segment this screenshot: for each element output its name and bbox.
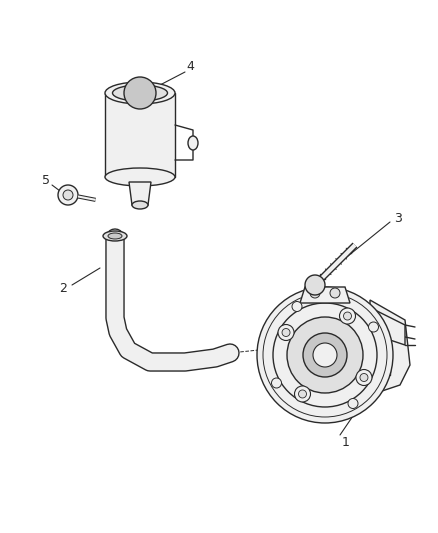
Polygon shape [367,330,390,375]
Circle shape [348,399,358,408]
Circle shape [272,378,282,388]
Circle shape [343,312,352,320]
Text: 4: 4 [186,60,194,72]
Circle shape [287,317,363,393]
Text: 1: 1 [342,437,350,449]
Polygon shape [129,182,151,205]
Polygon shape [375,310,405,345]
Circle shape [58,185,78,205]
Circle shape [330,288,340,298]
Text: 5: 5 [42,174,50,188]
Circle shape [339,308,356,324]
Circle shape [278,325,294,341]
Ellipse shape [188,136,198,150]
Ellipse shape [105,168,175,186]
Circle shape [360,374,368,382]
Text: 2: 2 [59,282,67,295]
Circle shape [303,333,347,377]
Polygon shape [105,93,175,177]
Ellipse shape [132,201,148,209]
Circle shape [368,322,378,332]
Ellipse shape [103,231,127,241]
Circle shape [356,369,372,385]
Circle shape [299,390,307,398]
Circle shape [63,190,73,200]
Circle shape [313,343,337,367]
Circle shape [124,77,156,109]
Circle shape [310,288,320,298]
Polygon shape [370,300,410,395]
Circle shape [282,328,290,336]
Polygon shape [300,287,350,303]
Circle shape [273,303,377,407]
Ellipse shape [113,85,167,101]
Circle shape [305,275,325,295]
Text: 3: 3 [394,212,402,224]
Circle shape [294,386,311,402]
Ellipse shape [108,233,122,239]
Circle shape [292,302,302,311]
Ellipse shape [105,82,175,104]
Circle shape [257,287,393,423]
